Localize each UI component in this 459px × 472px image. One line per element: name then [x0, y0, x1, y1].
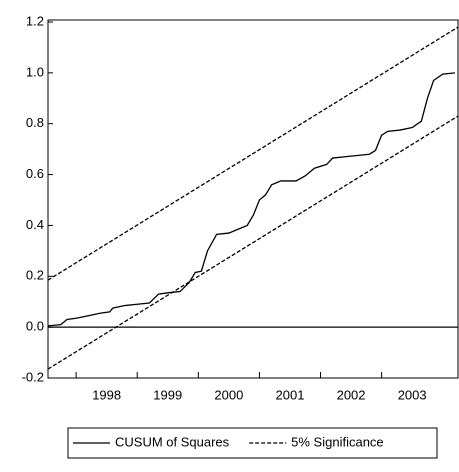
series-line — [47, 26, 459, 281]
legend-box — [67, 427, 438, 459]
y-tick-label: 0.4 — [26, 217, 44, 232]
y-tick-label: 0.0 — [26, 319, 44, 334]
x-tick-label: 2001 — [276, 387, 305, 402]
y-tick-label: -0.2 — [22, 369, 44, 384]
x-tick-label: 1998 — [92, 387, 121, 402]
plot-frame — [47, 19, 459, 379]
y-tick-label: 1.0 — [26, 64, 44, 79]
legend-label: CUSUM of Squares — [115, 434, 230, 449]
legend-label: 5% Significance — [291, 434, 384, 449]
series-line — [47, 72, 456, 327]
y-tick-label: 0.6 — [26, 166, 44, 181]
y-tick-label: 0.2 — [26, 268, 44, 283]
x-tick-label: 2003 — [398, 387, 427, 402]
y-tick-label: 0.8 — [26, 115, 44, 130]
y-tick-label: 1.2 — [26, 13, 44, 28]
x-tick-label: 2002 — [337, 387, 366, 402]
x-tick-label: 1999 — [153, 387, 182, 402]
x-tick-label: 2000 — [214, 387, 243, 402]
series-line — [47, 115, 459, 370]
